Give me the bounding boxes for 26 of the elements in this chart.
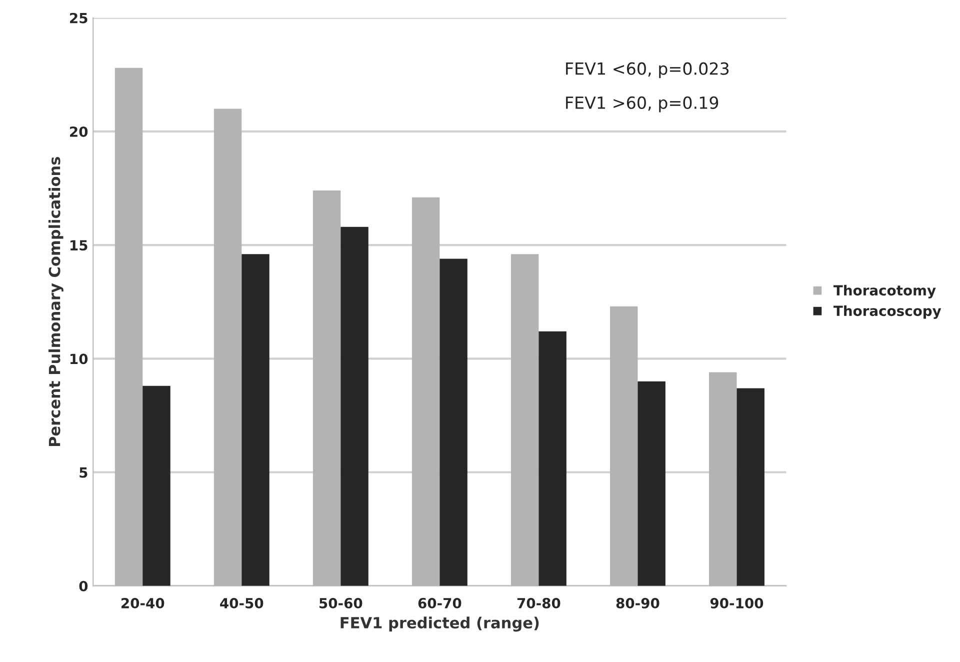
x-tick-label: 20-40: [122, 598, 164, 608]
x-tick-label: 40-50: [220, 598, 264, 608]
bar: [638, 381, 666, 586]
bar: [440, 258, 468, 586]
legend-label: Thoracotomy: [834, 284, 936, 298]
y-tick-label: 5: [80, 467, 88, 478]
annotation: FEV1 >60, p=0.19: [566, 96, 718, 112]
bar: [736, 388, 764, 586]
annotation: FEV1 <60, p=0.023: [566, 62, 729, 78]
y-tick-label: 0: [79, 580, 88, 592]
bar: [340, 226, 368, 586]
bar: [538, 331, 566, 586]
y-axis-title: Percent Pulmonary Complications: [48, 157, 64, 446]
y-tick-label: 20: [70, 126, 88, 137]
legend-label: Thoracoscopy: [834, 305, 942, 319]
x-axis-title: FEV1 predicted (range): [340, 616, 539, 632]
x-tick-label: 50-60: [320, 598, 362, 608]
x-tick-label: 90-100: [710, 598, 764, 608]
y-tick-label: 10: [70, 354, 88, 364]
bar: [142, 386, 170, 586]
bar: [242, 254, 270, 586]
x-tick-label: 70-80: [517, 598, 560, 608]
x-tick-label: 80-90: [616, 598, 660, 608]
y-tick-label: 25: [70, 12, 88, 24]
x-tick-label: 60-70: [418, 598, 462, 608]
y-tick-label: 15: [70, 240, 88, 251]
